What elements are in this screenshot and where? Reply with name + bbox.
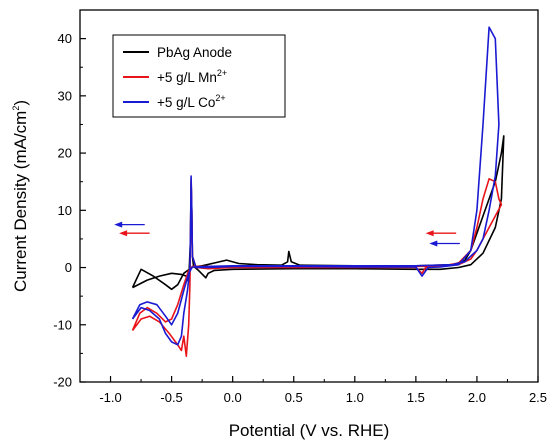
legend-entry-3: +5 g/L Co2+ bbox=[123, 93, 226, 110]
series-line-3 bbox=[131, 26, 500, 346]
y-axis-title-close: ) bbox=[11, 100, 30, 106]
x-tick-label: -1.0 bbox=[99, 390, 121, 405]
legend-entries: PbAg Anode +5 g/L Mn2+ +5 g/L Co2+ bbox=[123, 45, 232, 110]
x-tick-label: 1.0 bbox=[346, 390, 364, 405]
y-axis-title-main: Current Density (mA/cm bbox=[11, 111, 30, 292]
y-tick-label: -10 bbox=[53, 317, 72, 332]
scan-arrow-3 bbox=[425, 230, 457, 237]
y-tick-label: 20 bbox=[58, 146, 72, 161]
y-tick-label: 40 bbox=[58, 31, 72, 46]
scan-direction-arrows bbox=[114, 221, 460, 247]
y-tick-label: -20 bbox=[53, 375, 72, 390]
y-tick-label: 30 bbox=[58, 88, 72, 103]
x-axis-title: Potential (V vs. RHE) bbox=[229, 421, 390, 440]
legend-label: +5 g/L Mn2+ bbox=[157, 68, 227, 85]
plot-frame bbox=[79, 9, 539, 383]
plot-area: -1.0 -0.5 0.0 0.5 1.0 1.5 2.0 2.5 -20 -10 0 10 20 30… bbox=[53, 9, 547, 405]
legend-label: +5 g/L Co2+ bbox=[157, 93, 226, 110]
x-tick-label: 0.5 bbox=[285, 390, 303, 405]
y-axis-title: Current Density (mA/cm2) bbox=[11, 100, 30, 292]
scan-arrow-2 bbox=[119, 230, 150, 237]
scan-arrow-4 bbox=[429, 240, 460, 247]
legend-entry-1: PbAg Anode bbox=[123, 45, 232, 60]
x-tick-label: 2.5 bbox=[529, 390, 547, 405]
y-axis-title-sup: 2 bbox=[11, 106, 21, 111]
x-axis-ticks: -1.0 -0.5 0.0 0.5 1.0 1.5 2.0 2.5 bbox=[99, 376, 547, 405]
series-layer bbox=[131, 26, 505, 357]
series-line-2 bbox=[131, 178, 503, 357]
y-tick-label: 10 bbox=[58, 203, 72, 218]
x-tick-label: 1.5 bbox=[407, 390, 425, 405]
y-tick-label: 0 bbox=[65, 260, 72, 275]
x-tick-label: -0.5 bbox=[160, 390, 182, 405]
y-axis-ticks: -20 -10 0 10 20 30 40 bbox=[53, 31, 86, 390]
legend: PbAg Anode +5 g/L Mn2+ +5 g/L Co2+ bbox=[112, 34, 286, 118]
legend-entry-2: +5 g/L Mn2+ bbox=[123, 68, 227, 85]
legend-label: PbAg Anode bbox=[157, 45, 232, 60]
x-tick-label: 0.0 bbox=[224, 390, 242, 405]
scan-arrow-1 bbox=[114, 221, 145, 228]
x-tick-label: 2.0 bbox=[468, 390, 486, 405]
